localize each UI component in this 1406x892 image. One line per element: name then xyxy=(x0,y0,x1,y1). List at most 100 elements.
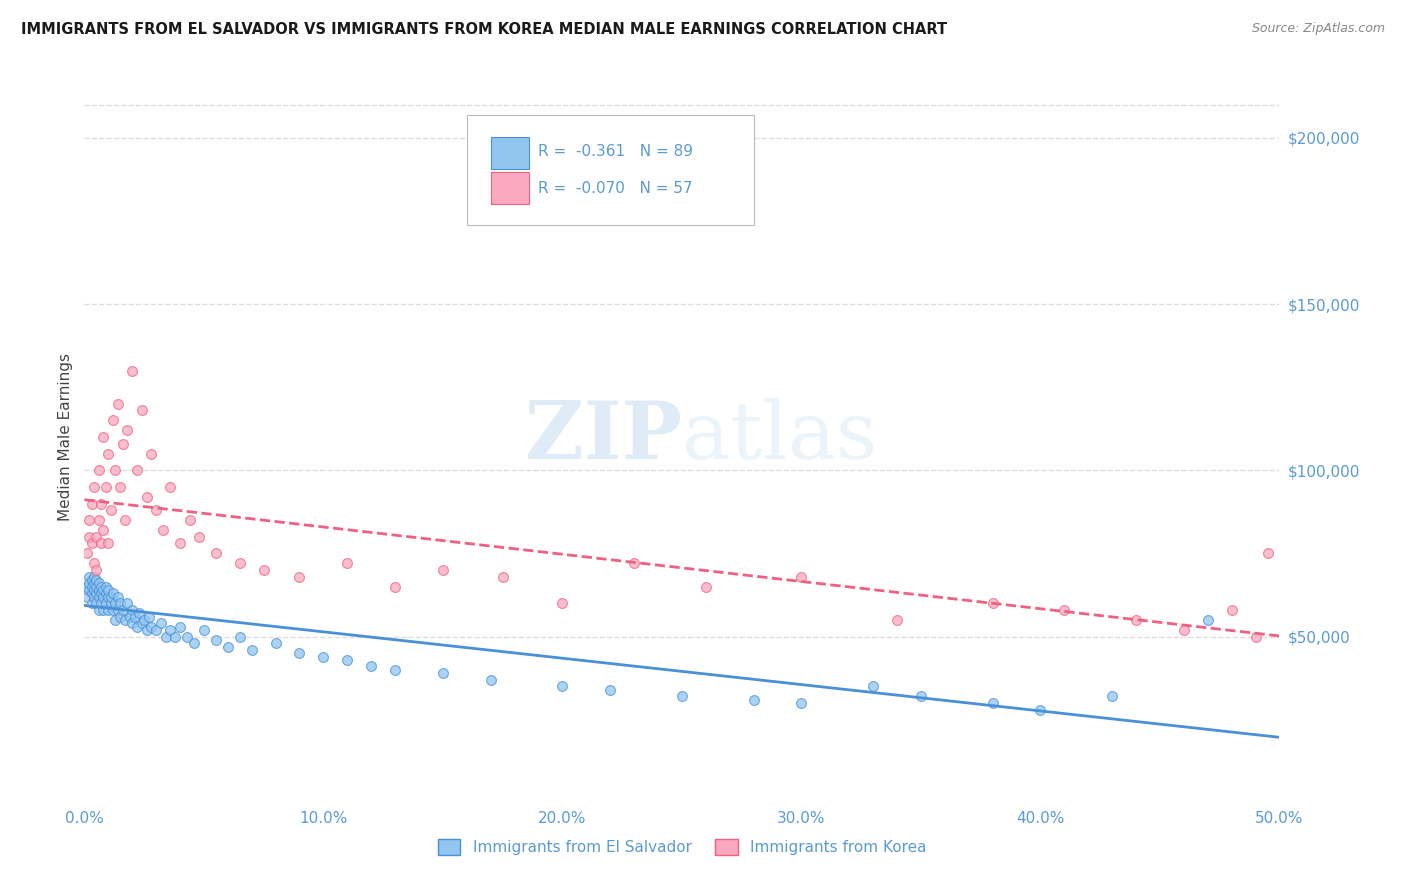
Point xyxy=(107,397,129,411)
Point xyxy=(1244,630,1267,644)
Point xyxy=(90,497,112,511)
Point xyxy=(117,596,139,610)
Point xyxy=(80,536,103,550)
Point xyxy=(599,682,621,697)
Point xyxy=(86,563,108,577)
Point xyxy=(94,596,117,610)
Point xyxy=(101,413,124,427)
Point xyxy=(80,580,103,594)
Point xyxy=(1173,623,1195,637)
Point xyxy=(149,616,172,631)
Point xyxy=(94,580,117,594)
Point xyxy=(141,619,163,633)
Point xyxy=(107,603,129,617)
Point xyxy=(100,596,122,610)
Point xyxy=(288,646,311,660)
Point xyxy=(104,463,127,477)
Point xyxy=(1053,603,1076,617)
Point xyxy=(165,630,187,644)
Point xyxy=(479,673,502,687)
Point xyxy=(111,603,134,617)
Text: ZIP: ZIP xyxy=(524,398,682,476)
Point xyxy=(179,513,201,527)
Point xyxy=(80,573,103,587)
Point xyxy=(1220,603,1243,617)
Text: IMMIGRANTS FROM EL SALVADOR VS IMMIGRANTS FROM KOREA MEDIAN MALE EARNINGS CORREL: IMMIGRANTS FROM EL SALVADOR VS IMMIGRANT… xyxy=(21,22,948,37)
Point xyxy=(107,590,129,604)
Point xyxy=(93,523,115,537)
Point xyxy=(97,536,120,550)
Point xyxy=(93,582,115,597)
Point xyxy=(159,623,181,637)
Point xyxy=(145,623,167,637)
Point xyxy=(121,363,143,377)
Point xyxy=(1101,690,1123,704)
Point xyxy=(90,586,112,600)
Point xyxy=(862,680,884,694)
Point xyxy=(336,557,359,571)
Point xyxy=(384,580,406,594)
Point xyxy=(111,436,134,450)
Point xyxy=(264,636,287,650)
Point xyxy=(336,653,359,667)
Text: R =  -0.070   N = 57: R = -0.070 N = 57 xyxy=(538,181,693,196)
Point xyxy=(128,607,150,621)
Point xyxy=(886,613,908,627)
Point xyxy=(695,580,717,594)
Point xyxy=(138,609,160,624)
Point xyxy=(117,424,139,438)
Point xyxy=(240,643,263,657)
Text: Source: ZipAtlas.com: Source: ZipAtlas.com xyxy=(1251,22,1385,36)
Point xyxy=(110,480,132,494)
Point xyxy=(152,523,174,537)
Point xyxy=(114,613,136,627)
Point xyxy=(93,590,115,604)
Point xyxy=(790,570,813,584)
Point xyxy=(551,596,574,610)
Point xyxy=(623,557,645,571)
Point xyxy=(83,557,105,571)
Point xyxy=(432,563,454,577)
Point xyxy=(671,690,693,704)
Point xyxy=(93,603,115,617)
Point xyxy=(90,536,112,550)
Point xyxy=(86,596,108,610)
Text: atlas: atlas xyxy=(682,398,877,476)
Point xyxy=(118,609,141,624)
Point xyxy=(87,513,110,527)
Point xyxy=(145,503,167,517)
Point xyxy=(93,430,115,444)
Y-axis label: Median Male Earnings: Median Male Earnings xyxy=(58,353,73,521)
Point xyxy=(132,613,156,627)
Point xyxy=(169,619,191,633)
Point xyxy=(97,582,120,597)
Point xyxy=(100,503,122,517)
Point xyxy=(135,490,157,504)
Point xyxy=(790,696,813,710)
Point xyxy=(121,616,143,631)
Point xyxy=(104,596,127,610)
Point xyxy=(360,659,382,673)
Point xyxy=(981,696,1004,710)
Point xyxy=(229,557,252,571)
Point xyxy=(101,603,124,617)
Point xyxy=(205,632,228,647)
Point xyxy=(83,582,105,597)
Point xyxy=(1125,613,1147,627)
FancyBboxPatch shape xyxy=(491,172,529,204)
Point xyxy=(125,463,148,477)
Point xyxy=(1257,546,1279,560)
Point xyxy=(86,530,108,544)
Point xyxy=(114,513,136,527)
Point xyxy=(742,692,765,706)
Point xyxy=(87,463,110,477)
Point xyxy=(188,530,211,544)
Point xyxy=(76,546,98,560)
Point xyxy=(288,570,311,584)
Point xyxy=(124,609,146,624)
Point xyxy=(155,630,177,644)
Point xyxy=(97,447,120,461)
Point xyxy=(492,570,515,584)
Point xyxy=(97,590,120,604)
Point xyxy=(80,586,103,600)
